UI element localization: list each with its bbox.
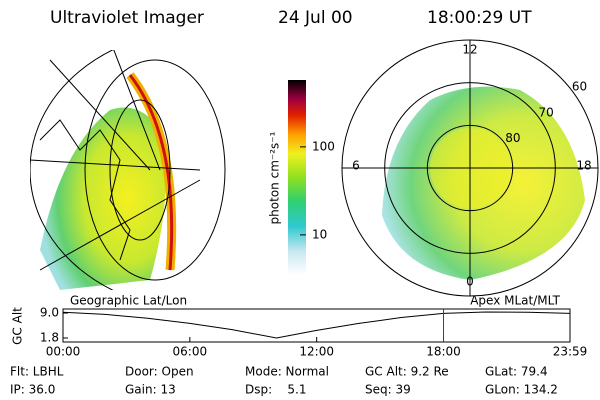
mlt-label: 0	[466, 275, 474, 289]
x-tick-label: 18:00	[426, 345, 461, 359]
footer-field: Dsp: 5.1	[245, 383, 307, 397]
footer-field: GC Alt: 9.2 Re	[365, 365, 449, 379]
lat-label: 60	[572, 80, 587, 94]
y-tick-label: 9.0	[40, 306, 59, 320]
altitude-label-right: Apex MLat/MLT	[470, 294, 560, 308]
mlt-label: 12	[462, 43, 477, 57]
footer-field: GLat: 79.4	[485, 365, 548, 379]
x-tick-label: 23:59	[553, 345, 588, 359]
x-tick-label: 12:00	[299, 345, 334, 359]
lat-label: 70	[539, 105, 554, 119]
footer-field: GLon: 134.2	[485, 383, 558, 397]
y-tick-label: 1.8	[40, 331, 59, 345]
mlt-label: 6	[352, 159, 360, 173]
x-tick-label: 00:00	[46, 345, 81, 359]
date: 24 Jul 00	[278, 8, 353, 28]
title: Ultraviolet Imager	[50, 8, 204, 28]
footer-field: Gain: 13	[125, 383, 176, 397]
colorbar	[288, 80, 306, 275]
footer-field: Flt: LBHL	[10, 365, 64, 379]
footer-field: IP: 36.0	[10, 383, 55, 397]
geo-image	[30, 50, 226, 290]
polar-image	[382, 86, 585, 281]
footer-field: Door: Open	[125, 365, 194, 379]
colorbar-tick-label: 100	[312, 139, 335, 153]
lat-label: 80	[505, 131, 520, 145]
x-tick-label: 06:00	[173, 345, 208, 359]
altitude-line	[62, 311, 571, 339]
colorbar-label: photon cm⁻²s⁻¹	[268, 131, 282, 224]
altitude-ylabel: GC Alt	[11, 307, 25, 345]
time: 18:00:29 UT	[427, 8, 532, 28]
footer-field: Mode: Normal	[245, 365, 329, 379]
altitude-label-left: Geographic Lat/Lon	[70, 294, 187, 308]
footer-field: Seq: 39	[365, 383, 411, 397]
colorbar-tick-label: 10	[312, 227, 327, 241]
mlt-label: 18	[576, 159, 591, 173]
